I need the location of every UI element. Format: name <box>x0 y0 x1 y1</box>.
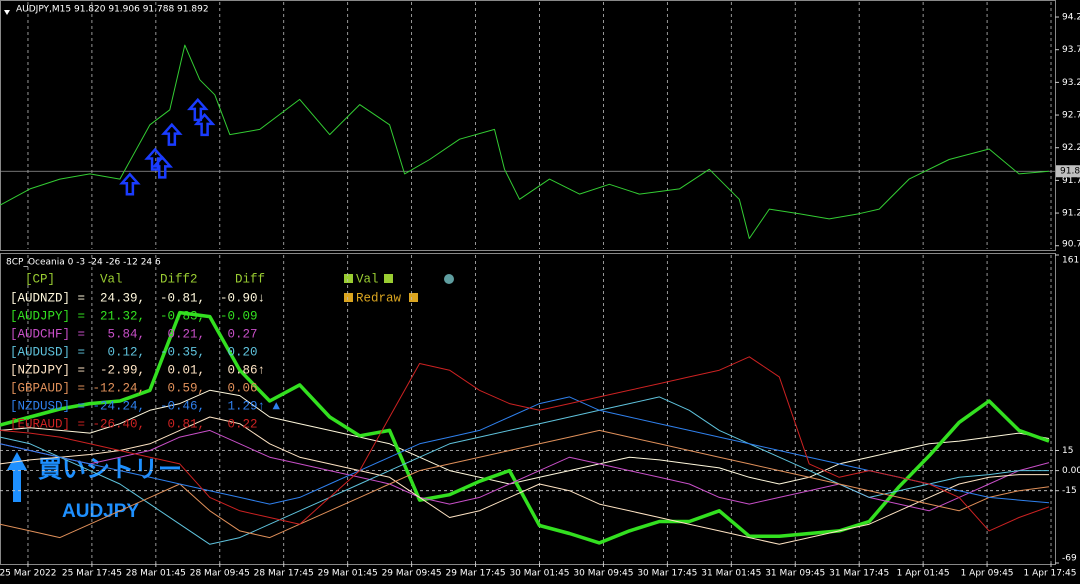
table-row: [AUDCHF] = 5.84, 0.21, 0.27 <box>10 327 258 341</box>
y-tick-label: 15 <box>1062 446 1073 456</box>
x-tick-label: 29 Mar 17:45 <box>446 569 506 579</box>
x-tick-label: 1 Apr 01:45 <box>897 569 950 579</box>
x-tick-label: 30 Mar 17:45 <box>637 569 697 579</box>
x-tick-label: 1 Apr 09:45 <box>961 569 1014 579</box>
y-tick-label: 90.7 <box>1062 240 1080 250</box>
y-tick-label: 93.7 <box>1062 45 1080 55</box>
indicator-line <box>0 396 1049 545</box>
annotation: AUDJPY <box>62 501 139 522</box>
indicator-line <box>0 356 1050 532</box>
signal-arrow <box>119 172 141 196</box>
indicator-line <box>0 310 1050 545</box>
status-dot <box>444 274 454 284</box>
table-row: [AUDNZD] = 24.39, -0.81, -0.90↓ <box>10 291 265 305</box>
x-tick-label: 31 Mar 17:45 <box>829 569 889 579</box>
signal-arrow <box>187 97 209 122</box>
panel-frame <box>0 253 1056 565</box>
x-tick-label: 31 Mar 01:45 <box>701 569 761 579</box>
table-row: [EURAUD] = -26.40, 0.81, 0.22 <box>10 417 258 431</box>
y-tick-label: 0.00 <box>1062 466 1080 476</box>
y-tick-label: 91.2 <box>1062 209 1080 219</box>
current-price-box <box>1056 165 1080 178</box>
buy-arrow <box>7 452 27 502</box>
table-row: [AUDJPY] = 21.32, -0.83, -0.09 <box>10 309 258 323</box>
x-tick-label: 28 Mar 17:45 <box>254 569 314 579</box>
x-tick-label: 25 Mar 2022 <box>0 569 57 579</box>
x-tick-label: 31 Mar 09:45 <box>765 569 825 579</box>
y-tick-label: -69 <box>1062 554 1077 564</box>
x-tick-label: 1 Apr 17:45 <box>1024 569 1077 579</box>
table-row: [GBPAUD] = -12.24, 0.59, 0.06 <box>10 381 258 395</box>
y-tick-label: 92.7 <box>1062 111 1080 121</box>
chart-title: 8CP_Oceania 0 -3 -24 -26 -12 24 6 <box>6 258 161 268</box>
legend-swatch <box>384 274 393 283</box>
signal-arrow <box>151 155 174 179</box>
table-row: [AUDUSD] = 0.12, -0.35, 0.20 <box>10 345 258 359</box>
indicator-line <box>0 389 1050 485</box>
x-tick-label: 28 Mar 01:45 <box>126 569 186 579</box>
table-row: [NZDUSD] = -24.24, -0.46, 1.29↑ ▲ <box>10 399 281 413</box>
y-tick-label: 94.2 <box>1062 13 1080 23</box>
legend-swatch <box>344 293 353 302</box>
x-tick-label: 25 Mar 17:45 <box>62 569 122 579</box>
x-tick-label: 30 Mar 01:45 <box>509 569 569 579</box>
legend-label: Val <box>356 272 379 286</box>
x-tick-label: 29 Mar 01:45 <box>318 569 378 579</box>
y-tick-label: -15 <box>1062 486 1077 496</box>
x-tick-label: 28 Mar 09:45 <box>190 569 250 579</box>
table-header: [CP] Val Diff2 Diff <box>10 272 265 286</box>
indicator-line <box>0 429 1050 539</box>
legend-label: Redraw <box>356 291 402 305</box>
current-price-label: 91.8 <box>1060 167 1080 177</box>
x-tick-label: 30 Mar 09:45 <box>573 569 633 579</box>
legend-swatch <box>409 293 418 302</box>
price-line <box>0 44 1050 239</box>
chart-title: AUDJPY,M15 91.820 91.906 91.788 91.892 <box>16 5 209 15</box>
x-tick-label: 29 Mar 09:45 <box>382 569 442 579</box>
y-tick-label: 91.7 <box>1062 176 1080 186</box>
y-tick-label: 92.2 <box>1062 143 1080 153</box>
y-tick-label: 161 <box>1062 256 1079 266</box>
signal-arrow <box>161 122 183 146</box>
menu-icon <box>4 10 10 15</box>
y-tick-label: 93.2 <box>1062 78 1080 88</box>
table-row: [NZDJPY] = -2.99, 0.01, 0.86↑ <box>10 363 265 377</box>
indicator-line <box>0 429 1050 512</box>
signal-arrow <box>193 112 216 137</box>
panel-frame <box>0 0 1056 251</box>
indicator-line <box>0 416 1049 545</box>
legend-swatch <box>344 274 353 283</box>
